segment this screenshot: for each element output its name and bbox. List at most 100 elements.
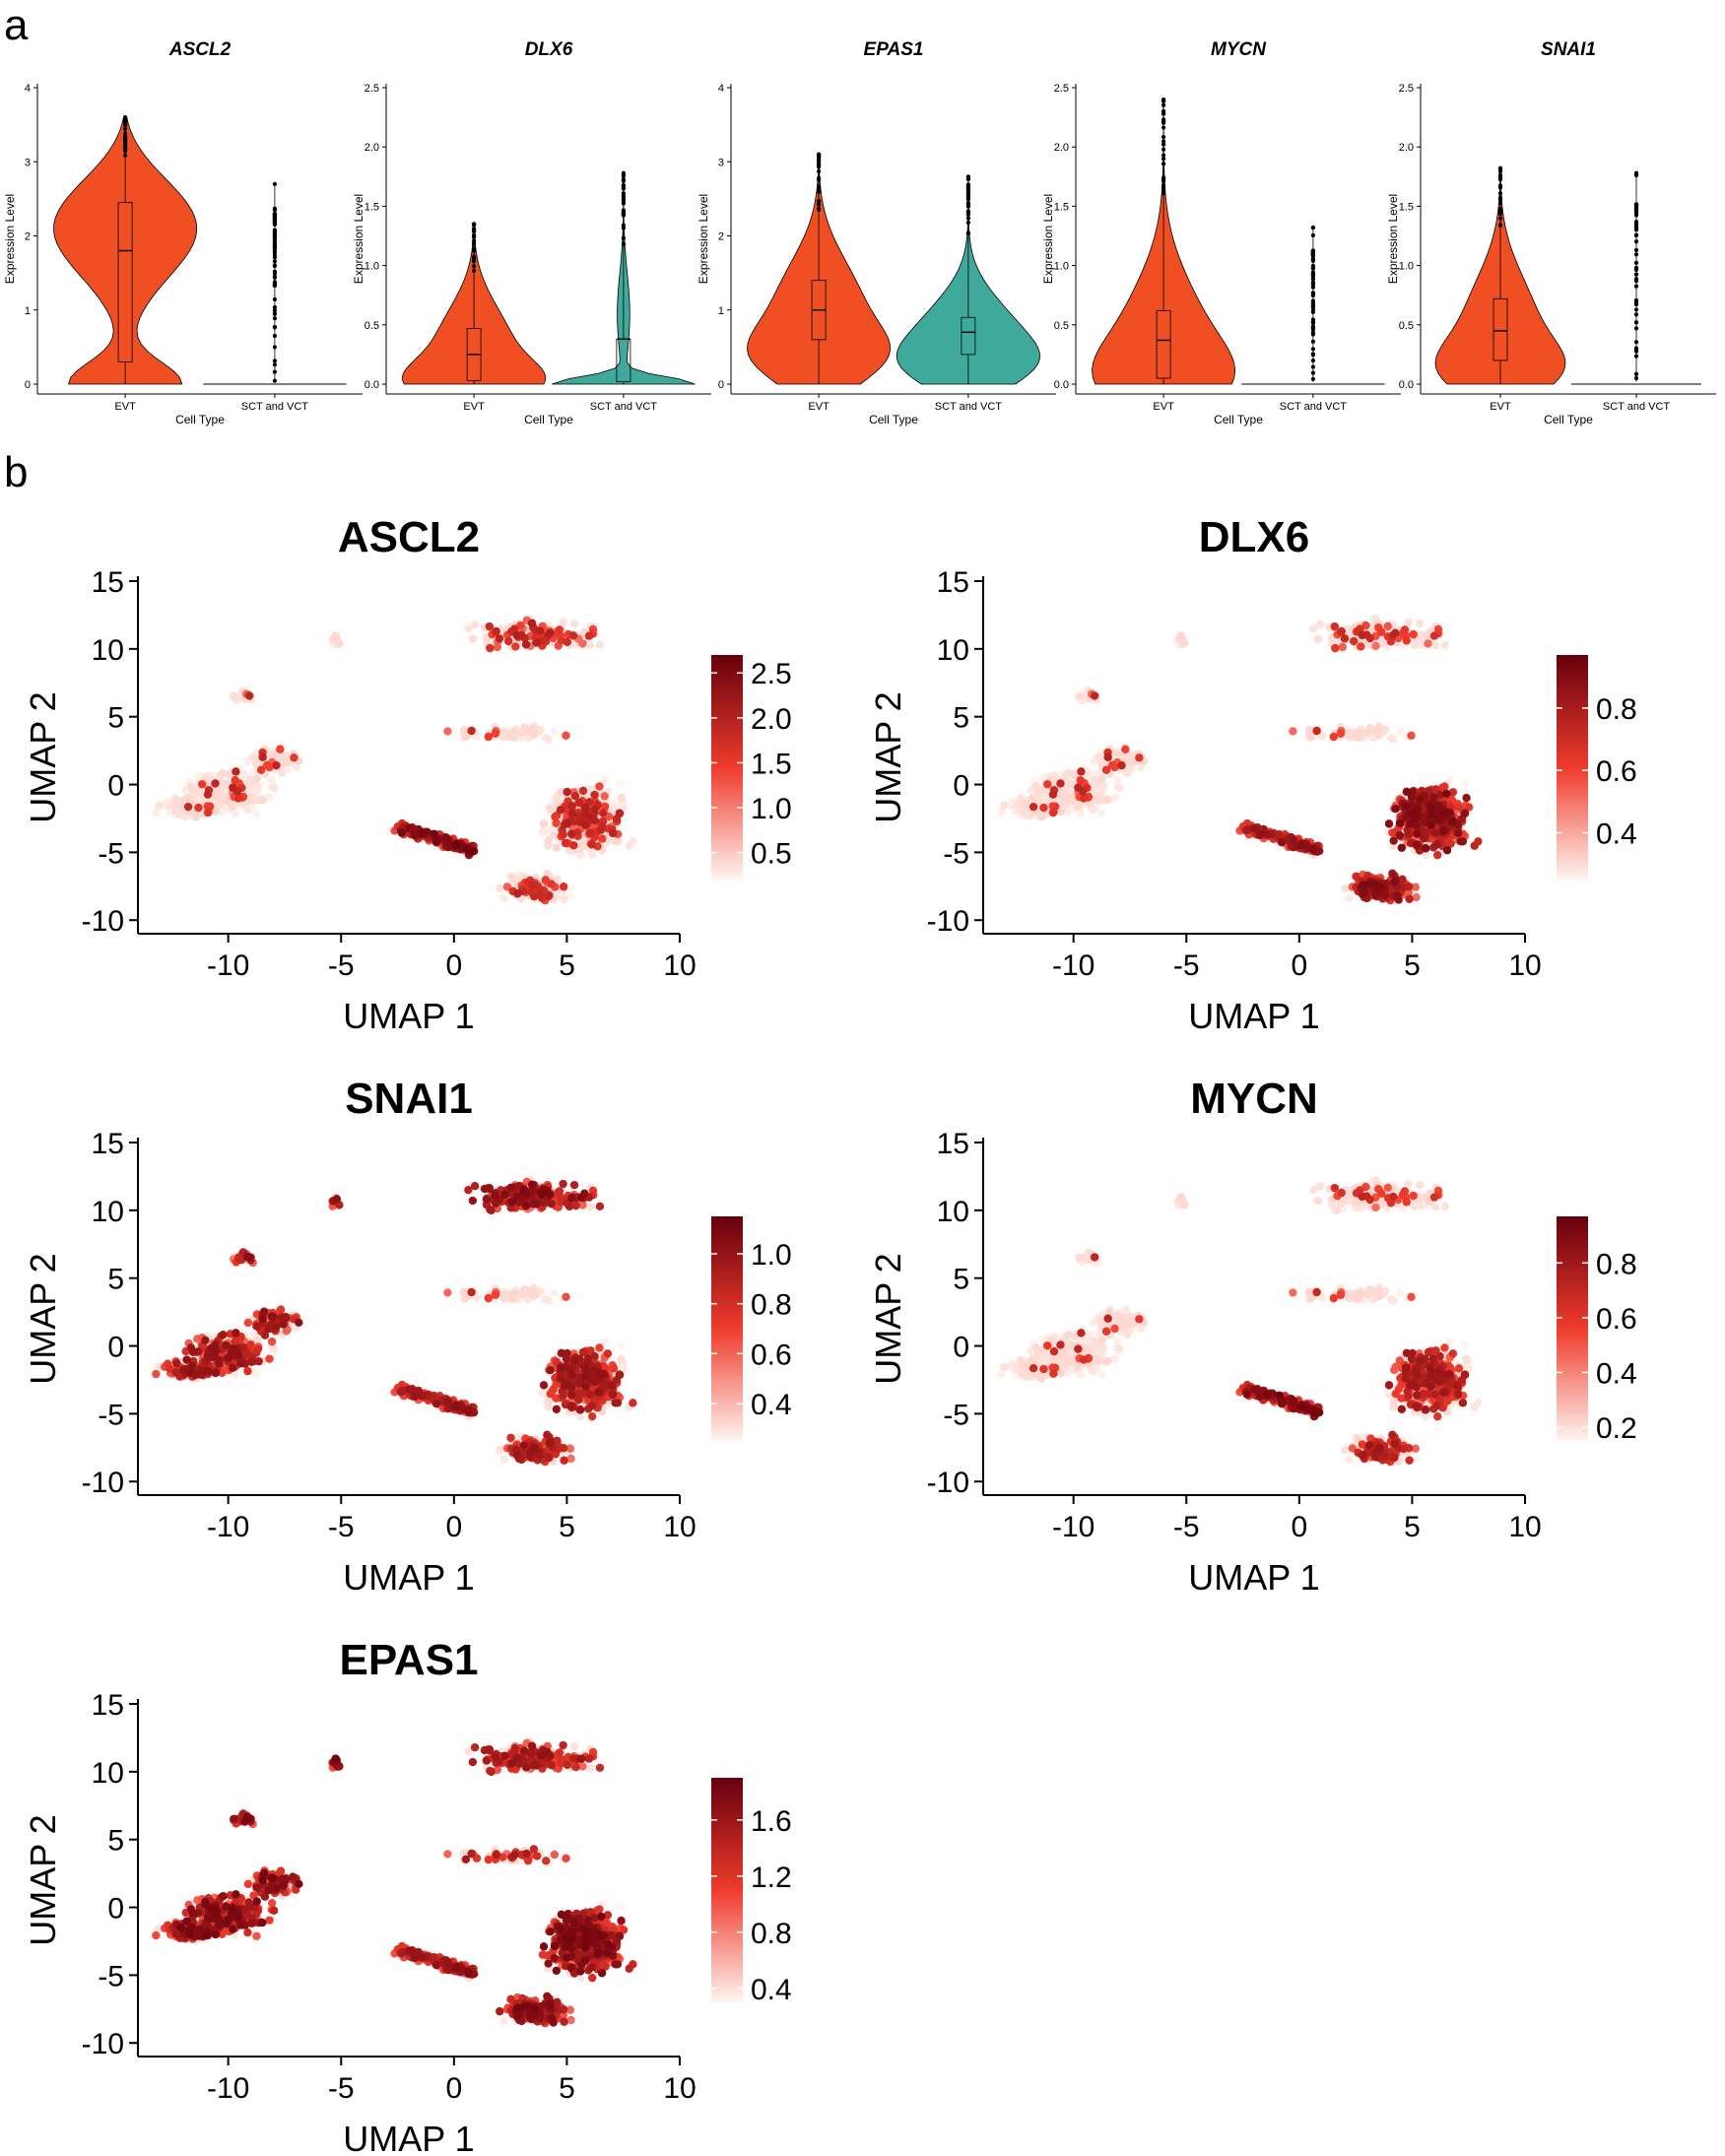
cell-point: [552, 843, 562, 852]
colorbar-label: 2.5: [751, 658, 792, 690]
cell-point: [1315, 620, 1325, 629]
cell-point: [231, 809, 239, 817]
cell-point: [1391, 628, 1400, 637]
outlier-point: [1161, 142, 1166, 147]
cell-point: [561, 838, 570, 848]
cell-point: [248, 752, 258, 762]
x-axis-label: UMAP 1: [343, 1557, 474, 1598]
y-tick-label: 2.5: [1399, 83, 1414, 95]
y-tick-label: 0: [25, 379, 31, 391]
y-tick-label: -10: [82, 1467, 124, 1499]
cell-point: [1338, 642, 1348, 652]
outlier-point: [965, 216, 971, 221]
cell-point: [1440, 809, 1449, 817]
outlier-point: [472, 268, 477, 274]
cell-point: [222, 779, 231, 789]
cell-point: [496, 1445, 504, 1455]
cell-point: [258, 752, 267, 761]
outlier-point: [272, 271, 277, 276]
cell-point: [555, 625, 564, 634]
cell-point: [229, 802, 237, 812]
y-tick-label: 2.0: [365, 142, 379, 154]
cell-point: [1402, 802, 1411, 811]
outlier-point: [1633, 312, 1639, 317]
outlier-point: [1161, 178, 1166, 184]
y-tick-label: 15: [92, 566, 124, 599]
outlier-point: [1633, 348, 1639, 353]
outlier-point: [817, 152, 822, 157]
cell-point: [1094, 752, 1103, 762]
cell-point: [569, 841, 578, 850]
cell-point: [277, 768, 287, 778]
outlier-point: [1633, 375, 1639, 381]
cell-point: [1415, 619, 1425, 628]
outlier-point: [472, 264, 477, 269]
y-tick-label: 0.0: [1399, 379, 1414, 391]
x-tick-label: 0: [445, 1511, 462, 1543]
outlier-point: [1497, 177, 1503, 182]
cell-point: [559, 618, 567, 627]
cell-point: [1424, 639, 1432, 648]
outlier-point: [1161, 147, 1166, 152]
x-tick-label: 5: [559, 1511, 575, 1543]
cell-point: [1461, 779, 1470, 788]
cell-point: [176, 800, 186, 810]
cell-point: [502, 882, 512, 891]
outlier-point: [1161, 135, 1166, 140]
cell-point: [1409, 629, 1418, 639]
outlier-point: [272, 359, 277, 363]
outlier-point: [1633, 252, 1639, 257]
outlier-point: [1310, 301, 1315, 306]
outlier-point: [1633, 340, 1639, 345]
cell-point: [1453, 828, 1463, 838]
cell-point: [535, 891, 545, 900]
cell-point: [538, 1389, 548, 1398]
outlier-point: [272, 304, 277, 310]
outlier-point: [1633, 260, 1639, 265]
cell-point: [503, 636, 513, 646]
cell-point: [560, 894, 568, 903]
outlier-point: [272, 369, 277, 374]
outlier-point: [1310, 347, 1315, 352]
cell-point: [613, 837, 623, 846]
cell-point: [467, 726, 476, 736]
outlier-point: [1497, 165, 1503, 170]
outlier-point: [1161, 97, 1166, 102]
outlier-point: [1497, 201, 1503, 206]
umap-points: [152, 1175, 637, 1467]
y-tick-label: 1.5: [1054, 201, 1069, 213]
outlier-point: [123, 146, 128, 151]
category-label: EVT: [1490, 401, 1511, 413]
y-tick-label: 2.5: [365, 83, 379, 95]
outlier-point: [123, 131, 128, 136]
cell-point: [511, 642, 520, 651]
x-axis-label: UMAP 1: [343, 996, 474, 1036]
x-tick-label: 10: [663, 949, 696, 982]
box: [1156, 309, 1171, 379]
outlier-point: [1633, 326, 1639, 331]
outlier-point: [965, 230, 971, 235]
cell-point: [1340, 634, 1350, 643]
outlier-point: [272, 181, 277, 186]
cell-point: [1407, 731, 1416, 741]
outlier-point: [272, 242, 277, 247]
cell-point: [1359, 889, 1367, 898]
x-tick-label: -10: [1052, 949, 1095, 982]
y-tick-label: -10: [82, 905, 124, 938]
outlier-point: [1633, 220, 1639, 225]
cell-point: [569, 619, 579, 628]
cell-point: [512, 630, 521, 640]
outlier-point: [1633, 320, 1639, 325]
outlier-point: [1310, 370, 1315, 375]
cell-point: [1341, 883, 1350, 893]
outlier-point: [272, 220, 277, 225]
outlier-point: [621, 223, 627, 228]
cell-point: [443, 836, 453, 845]
cell-point: [1430, 828, 1439, 837]
outlier-point: [1310, 225, 1315, 230]
cell-point: [258, 795, 267, 805]
outlier-point: [1161, 120, 1166, 125]
umap-title: ASCL2: [338, 513, 480, 561]
